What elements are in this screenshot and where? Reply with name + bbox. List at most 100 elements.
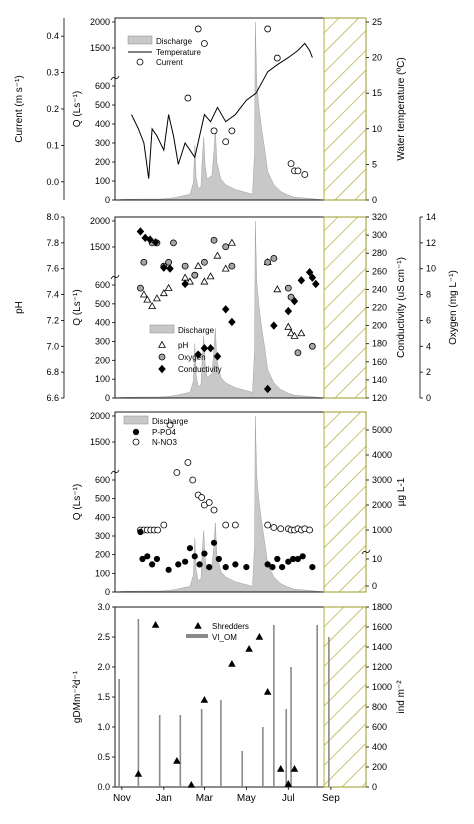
p-po4-point <box>264 561 271 568</box>
temp-tick-label: 0 <box>372 195 377 205</box>
oxygen-point <box>137 284 144 292</box>
ph-point <box>284 322 293 330</box>
oxygen-point <box>140 258 148 266</box>
shredders-point <box>187 780 196 788</box>
right-tick-label: 1800 <box>372 602 392 612</box>
panel-a-q-tick-label: 200 <box>95 157 110 167</box>
p-po4-point <box>206 563 213 571</box>
current-point <box>294 167 302 175</box>
discharge-area-c <box>114 415 325 593</box>
oxygen-point <box>308 342 316 350</box>
ph-tick-label: 7.0 <box>46 341 59 351</box>
current-tick-label: 0.4 <box>46 31 59 41</box>
right-tick-label: 1000 <box>372 682 392 692</box>
n-no3-point <box>306 526 314 534</box>
ph-tick-label: 8.0 <box>46 212 59 222</box>
n-no3-point <box>154 526 162 534</box>
legend-swatch-vi-om <box>186 634 208 638</box>
panel-b-q-tick-label: 500 <box>95 299 110 309</box>
ph-point <box>152 294 161 302</box>
p-po4-point <box>153 555 161 563</box>
panel-b-q-tick-label: 200 <box>95 355 110 365</box>
oxygen-point <box>287 293 295 301</box>
panel-c-q-tick-label: 100 <box>95 568 110 578</box>
oxygen-point <box>165 258 173 266</box>
vi-om-bar <box>316 625 318 787</box>
right-axis-title: ind m⁻² <box>396 680 407 714</box>
current-point <box>222 138 230 146</box>
current-point <box>273 54 281 62</box>
conductivity-point <box>160 263 168 272</box>
oxygen-point <box>200 258 208 266</box>
ph-point <box>213 251 222 259</box>
hatched-period <box>323 411 367 593</box>
n-no3-point <box>264 521 272 529</box>
conductivity-point <box>181 279 189 289</box>
ph-point <box>185 277 194 285</box>
x-tick-label: Jul <box>282 793 295 804</box>
p-po4-point <box>196 561 203 568</box>
legend-label-ph: pH <box>178 341 188 350</box>
shredders-point <box>255 632 264 640</box>
temp-axis-title: Water temperature (ºC) <box>396 57 407 160</box>
panel-c-q-tick-label: 500 <box>95 494 110 504</box>
vi-om-bar <box>220 700 222 787</box>
oxygen-tick-label: 14 <box>426 212 436 222</box>
shredders-point <box>263 687 272 695</box>
conductivity-point <box>146 235 154 244</box>
oxygen-point <box>210 236 218 244</box>
cond-tick-label: 320 <box>372 212 387 222</box>
conductivity-point <box>308 273 317 282</box>
oxygen-point <box>222 243 230 251</box>
panel-b-q-tick-label: 100 <box>95 374 110 384</box>
legend-label-conductivity: Conductivity <box>178 365 222 374</box>
p-po4-point <box>149 561 156 568</box>
right-tick-label: 600 <box>372 722 387 732</box>
oxygen-point <box>284 284 292 292</box>
current-point <box>301 171 309 178</box>
conductivity-point <box>166 264 174 273</box>
cond-tick-label: 140 <box>372 375 387 385</box>
panel-a-q-tick-label: 1500 <box>90 43 110 53</box>
n-no3-point <box>231 521 239 529</box>
current-point <box>184 94 192 102</box>
temp-tick-label: 20 <box>372 53 382 63</box>
ph-point <box>273 285 282 293</box>
ug-axis-break <box>361 549 371 555</box>
left-tick-label: 0.0 <box>97 782 110 792</box>
p-po4-point <box>137 528 144 536</box>
current-point <box>210 127 218 135</box>
p-po4-point <box>243 563 250 571</box>
ug-tick-label: 3000 <box>372 475 392 485</box>
legend-swatch-discharge <box>123 415 149 425</box>
p-po4-point <box>232 561 239 568</box>
panel-b-q-tick-label: 2000 <box>90 216 110 226</box>
legend-label-temperature: Temperature <box>156 48 201 57</box>
conductivity-point <box>213 352 222 361</box>
hatched-period <box>323 216 367 399</box>
q-axis-break <box>110 75 120 81</box>
shredders-point <box>173 756 181 764</box>
x-tick-label: Mar <box>196 793 214 804</box>
right-tick-label: 200 <box>372 762 387 772</box>
oxygen-axis-title: Oxygen (mg L⁻¹) <box>448 270 459 345</box>
right-tick-label: 800 <box>372 702 387 712</box>
conductivity-point <box>263 384 272 394</box>
panel-b-q-tick-label: 1500 <box>90 242 110 252</box>
legend-label-vi-om: VI_OM <box>212 633 237 642</box>
ph-point <box>287 329 296 337</box>
x-tick-label: May <box>237 793 256 804</box>
q-axis-title: Q (Ls⁻¹) <box>72 484 83 520</box>
panel-a-q-tick-label: 2000 <box>90 17 110 27</box>
oxygen-point <box>170 239 177 247</box>
conductivity-point <box>284 306 293 316</box>
left-tick-label: 1.5 <box>97 692 110 702</box>
vi-om-bar <box>290 667 292 787</box>
n-no3-point <box>173 469 181 476</box>
vi-om-bar <box>200 709 203 787</box>
ph-axis-title: pH <box>14 301 25 314</box>
legend-label-oxygen: Oxygen <box>178 353 206 362</box>
panel-c-q-tick-label: 2000 <box>90 411 110 421</box>
right-tick-label: 1400 <box>372 642 392 652</box>
